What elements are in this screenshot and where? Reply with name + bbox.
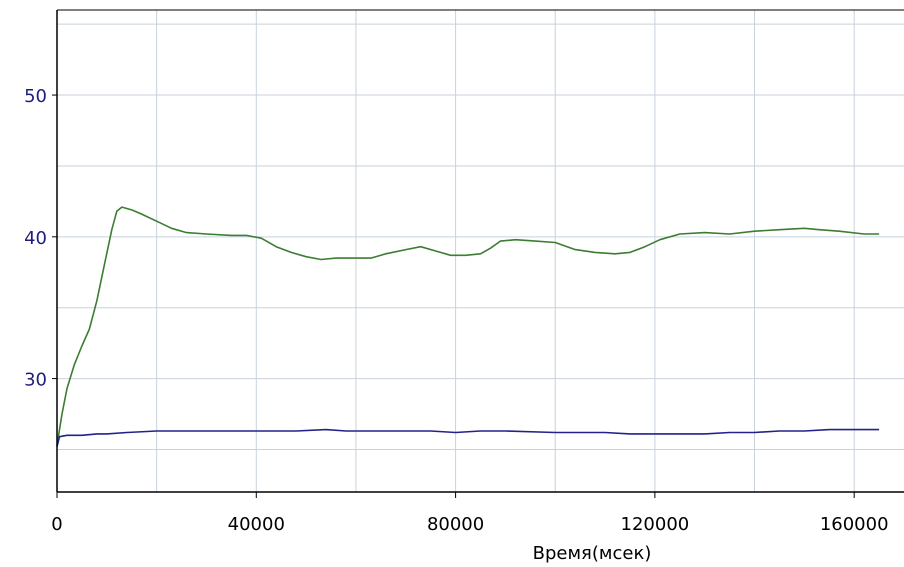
y-tick-label: 50 xyxy=(24,86,47,107)
axis-layer: 0 40000 80000 120000 160000 30 40 50 xyxy=(24,9,904,535)
x-tick-label: 40000 xyxy=(228,514,285,535)
x-tick-label: 160000 xyxy=(820,514,889,535)
series-line-1 xyxy=(56,206,880,446)
x-tick-label: 120000 xyxy=(621,514,690,535)
plot-area xyxy=(57,10,904,492)
x-tick-label: 80000 xyxy=(427,514,484,535)
grid-layer xyxy=(57,10,904,492)
x-axis-title: Время(мсек) xyxy=(533,543,652,564)
series-layer xyxy=(56,206,880,447)
series-line-2 xyxy=(56,428,880,447)
y-tick-label: 30 xyxy=(24,370,47,391)
y-tick-label: 40 xyxy=(24,228,47,249)
x-tick-label: 0 xyxy=(51,514,62,535)
